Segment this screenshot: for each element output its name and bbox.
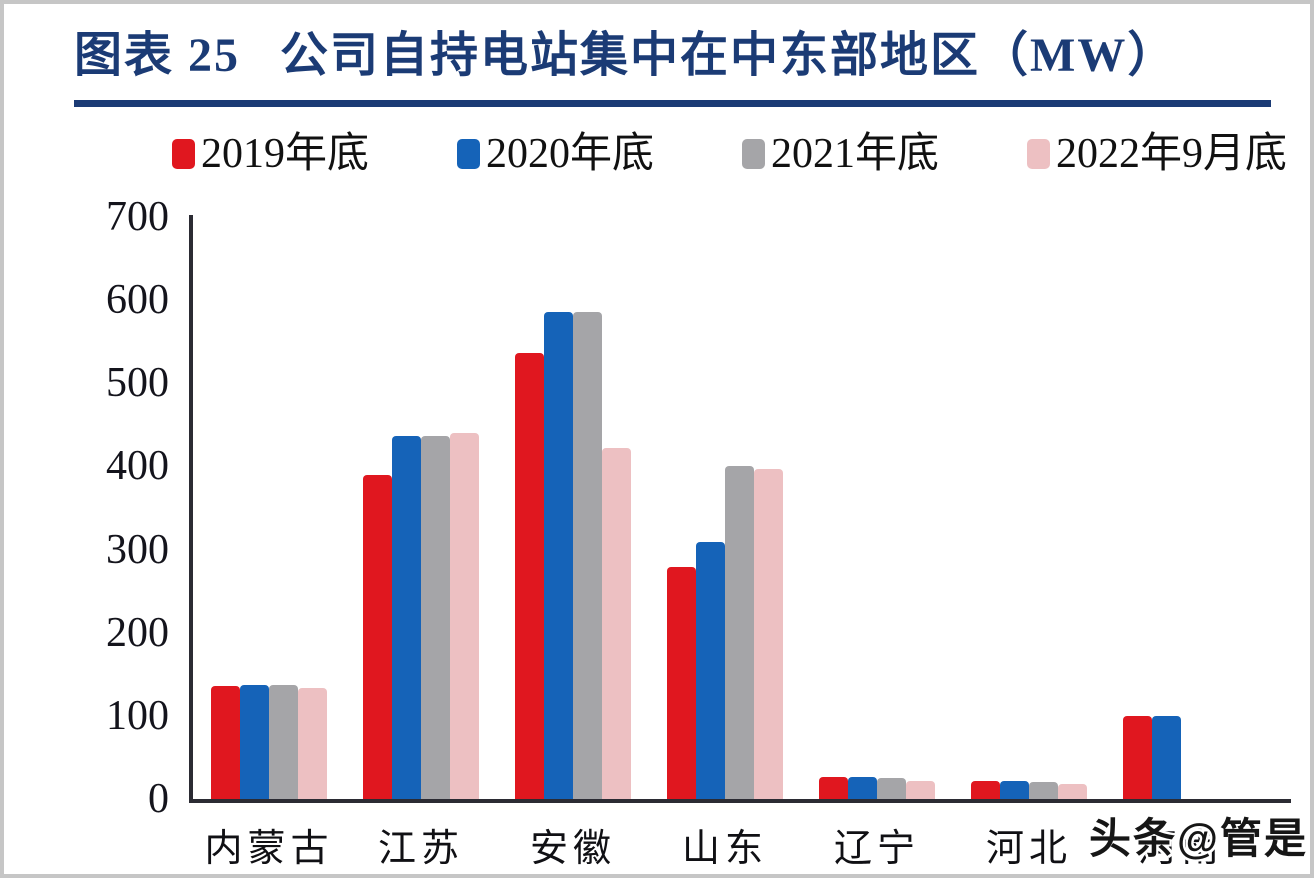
bar-2020年底-内蒙古 [240, 685, 269, 799]
bar-2022年9月底-安徽 [602, 448, 631, 799]
bar-2020年底-河北 [1000, 781, 1029, 799]
y-tick-label: 200 [106, 609, 169, 656]
x-category-label: 辽宁 [833, 828, 920, 870]
bar-2019年底-安徽 [515, 353, 544, 799]
bar-2019年底-内蒙古 [211, 686, 240, 799]
x-category-label: 安徽 [529, 828, 616, 870]
bar-2020年底-山东 [696, 542, 725, 799]
bar-2021年底-山东 [725, 466, 754, 799]
bar-2021年底-江苏 [421, 436, 450, 799]
y-tick-label: 100 [106, 692, 169, 739]
legend-label: 2021年底 [771, 131, 940, 177]
plot-area: 0 100 200 300 400 500 600 700 内蒙古 江苏 安徽 山东 辽宁 河北 河南 [4, 4, 1310, 874]
y-tick-label: 600 [106, 277, 169, 324]
y-axis-line [189, 215, 193, 803]
bar-2022年9月底-辽宁 [906, 781, 935, 799]
figure-index: 图表 25 [74, 29, 241, 82]
bar-2021年底-内蒙古 [269, 685, 298, 799]
bar-2021年底-河北 [1029, 782, 1058, 799]
bar-2020年底-河南 [1152, 716, 1181, 799]
bar-2022年9月底-山东 [754, 469, 783, 799]
bar-2022年9月底-河北 [1058, 784, 1087, 799]
watermark: 头条@管是 [1089, 815, 1308, 862]
bar-2020年底-江苏 [392, 436, 421, 799]
bar-2019年底-山东 [667, 567, 696, 799]
title-underline [74, 100, 1271, 107]
legend-swatch-icon [457, 139, 481, 169]
legend-label: 2020年底 [486, 131, 655, 177]
legend-swatch-icon [172, 139, 195, 169]
chart-legend: 2019年底 2020年底 2021年底 2022年9月底 [172, 128, 1287, 180]
legend-item: 2019年底 [172, 128, 369, 180]
figure-title-text: 公司自持电站集中在中东部地区（MW） [280, 29, 1178, 82]
bar-2019年底-江苏 [363, 475, 392, 799]
bar-2022年9月底-江苏 [450, 433, 479, 799]
x-category-label: 河南 [1137, 828, 1224, 870]
x-axis-line [189, 799, 1291, 803]
legend-label: 2019年底 [201, 131, 370, 177]
x-category-label: 江苏 [377, 828, 464, 870]
bar-2021年底-辽宁 [877, 778, 906, 799]
bar-2022年9月底-内蒙古 [298, 688, 327, 799]
x-category-label: 内蒙古 [204, 828, 334, 870]
y-tick-label: 300 [106, 526, 169, 573]
y-tick-label: 400 [106, 443, 169, 490]
page-title: 图表 25 公司自持电站集中在中东部地区（MW） [74, 26, 1274, 86]
bar-2019年底-辽宁 [819, 777, 848, 799]
bar-2021年底-安徽 [573, 312, 602, 799]
bar-2019年底-河南 [1123, 716, 1152, 799]
x-category-label: 山东 [681, 828, 768, 870]
bar-2020年底-辽宁 [848, 777, 877, 799]
legend-item: 2021年底 [742, 128, 939, 180]
legend-label: 2022年9月底 [1056, 131, 1288, 177]
legend-swatch-icon [742, 139, 766, 169]
x-category-label: 河北 [985, 828, 1072, 870]
bar-2020年底-安徽 [544, 312, 573, 799]
legend-item: 2022年9月底 [1027, 128, 1287, 180]
bar-2019年底-河北 [971, 781, 1000, 799]
legend-item: 2020年底 [457, 128, 654, 180]
legend-swatch-icon [1027, 139, 1051, 169]
y-tick-label: 0 [148, 776, 169, 822]
y-tick-label: 500 [106, 360, 169, 407]
y-tick-label: 700 [106, 194, 169, 240]
